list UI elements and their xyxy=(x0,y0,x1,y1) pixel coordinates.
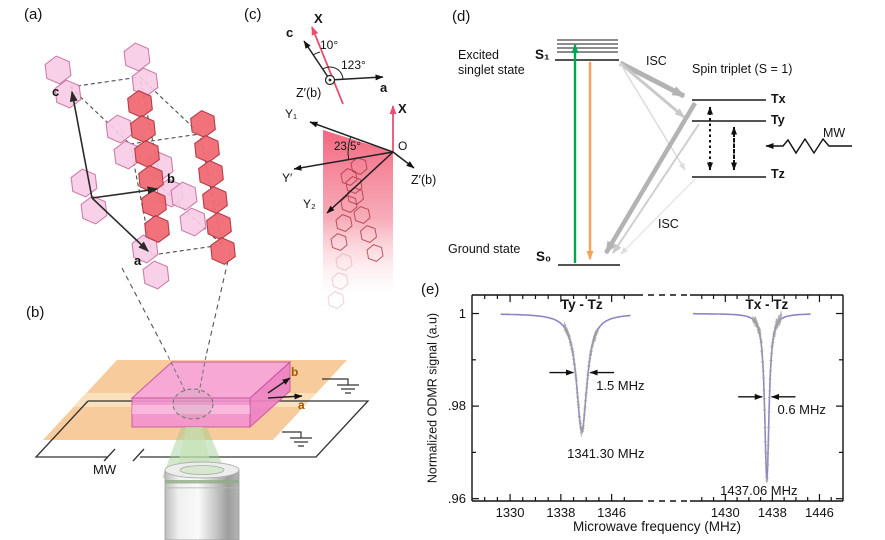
dopant-molecule-hexagon xyxy=(202,185,228,215)
host-molecule-hexagon xyxy=(142,260,170,290)
fwhm-arrows xyxy=(549,369,796,400)
y1-axis-arrow xyxy=(309,121,394,153)
singlet-levels xyxy=(555,39,620,266)
b-axis-arrow xyxy=(91,186,159,199)
axis-ticks xyxy=(472,295,843,501)
vibrational-levels xyxy=(557,39,618,53)
panel-c-axes-diagrams xyxy=(293,26,415,309)
panel-b-setup xyxy=(34,355,370,540)
pentacene-ring xyxy=(340,195,358,213)
c-axis-arrow xyxy=(69,90,93,199)
mw-wave-arrow xyxy=(765,137,852,155)
isc-arrows-out xyxy=(604,101,700,255)
pentacene-ring xyxy=(331,272,349,290)
mw-transition-dashed-arrows xyxy=(707,106,737,171)
dopant-molecule-hexagon xyxy=(206,211,232,241)
plot-frame xyxy=(471,294,844,502)
pentacene-ring xyxy=(359,225,378,243)
zprime-axis-arrow xyxy=(392,151,415,169)
unit-cell-axes xyxy=(69,90,159,253)
a-axis-arrow-setup xyxy=(267,393,303,400)
host-molecule-hexagon xyxy=(80,195,108,225)
dopant-molecule-hexagon xyxy=(198,159,224,189)
pentacene-ring xyxy=(366,244,384,262)
c-axis-arrow-top xyxy=(303,40,331,81)
panel-a-crystal-structure xyxy=(44,42,236,357)
host-molecule-hexagon xyxy=(179,207,207,237)
host-molecule-hexagon xyxy=(131,67,159,97)
pentacene-ring xyxy=(335,214,353,232)
pentacene-ring xyxy=(330,233,348,251)
projection-dashed-lines xyxy=(121,251,231,357)
odmr-data-points xyxy=(751,311,783,484)
host-molecule-hexagon xyxy=(105,114,133,144)
crystal-stripe-throughview xyxy=(132,405,250,414)
x-axis-arrow-top xyxy=(311,26,344,105)
host-molecule-hexagon xyxy=(54,79,82,109)
odmr-data-points xyxy=(563,321,599,437)
host-molecule-hexagon xyxy=(44,55,72,85)
host-molecule-hexagon xyxy=(170,181,198,211)
pentacene-ring xyxy=(353,206,371,224)
dopant-molecule-hexagon xyxy=(144,214,170,244)
angle-arc-10deg xyxy=(312,51,321,56)
host-molecule-hexagon xyxy=(70,168,98,198)
molecular-plane-band xyxy=(323,130,393,292)
pentacene-ring xyxy=(340,168,358,186)
pentacene-ring xyxy=(327,291,345,309)
dopant-molecule-hexagon xyxy=(127,89,153,119)
angle-arc-123deg xyxy=(322,66,344,80)
ground-symbol-bottom xyxy=(282,431,312,447)
ground-symbol-top xyxy=(322,378,359,394)
y2-axis-arrow xyxy=(326,151,394,214)
objective-front-lens xyxy=(179,465,225,475)
pentacene-ring xyxy=(335,253,353,271)
dopant-molecule-hexagon xyxy=(190,109,216,139)
dopant-molecule-hexagon xyxy=(141,189,167,219)
objective-green-ring xyxy=(165,480,239,484)
pcb-plate-outline xyxy=(34,400,370,462)
isc-arrows-in xyxy=(618,60,686,171)
angle-arc-23p5deg xyxy=(347,136,352,160)
crystal-slab xyxy=(130,360,292,429)
data-points xyxy=(563,311,783,484)
dopant-molecule-hexagon xyxy=(210,236,236,266)
focal-spot-dashed-circle xyxy=(172,388,214,420)
yprime-axis-arrow xyxy=(293,151,394,171)
triplet-levels xyxy=(692,99,766,178)
dopant-molecule-hexagon xyxy=(194,134,220,164)
objective-lens xyxy=(164,461,240,540)
a-axis-arrow xyxy=(91,197,150,253)
pentacene-ring xyxy=(345,176,363,194)
pentacene-ring xyxy=(350,157,368,175)
panel-d-energy-levels xyxy=(555,39,852,266)
axis-break-dashes xyxy=(637,294,690,502)
projection-cone-dashed xyxy=(167,355,207,394)
b-axis-arrow-setup xyxy=(267,377,291,394)
host-molecule-hexagon xyxy=(123,42,151,72)
molecule-hexagons xyxy=(44,42,236,290)
panel-e-odmr-plot xyxy=(471,294,844,502)
a-axis-arrow-top xyxy=(329,74,384,81)
pentacene-molecules xyxy=(327,157,384,309)
